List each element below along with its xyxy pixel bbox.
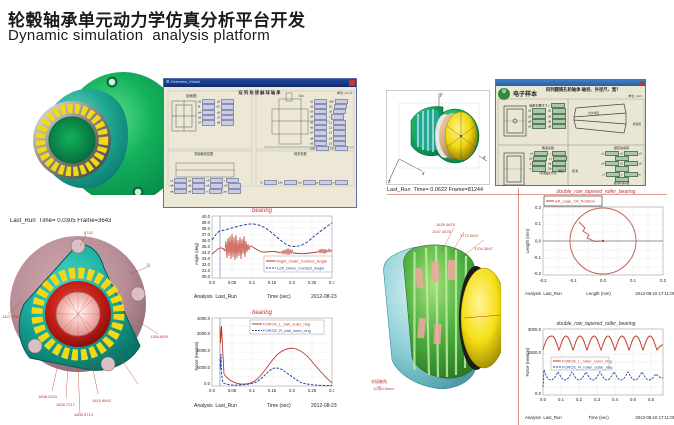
svg-text:Length (mm): Length (mm) (525, 228, 530, 253)
svg-text:-0.2: -0.2 (539, 278, 547, 283)
svg-text:32.0: 32.0 (202, 262, 211, 267)
svg-text:0.2: 0.2 (660, 278, 667, 283)
svg-text:FORCE_R_roller_outer_ring: FORCE_R_roller_outer_ring (562, 365, 612, 370)
svg-text:38.0: 38.0 (202, 226, 211, 231)
svg-text:Da: Da (299, 94, 304, 98)
svg-text:33.0: 33.0 (202, 256, 211, 261)
svg-text:0.2: 0.2 (576, 397, 583, 402)
svg-text:Force (newton): Force (newton) (194, 341, 199, 370)
svg-text:1808.5713: 1808.5713 (74, 412, 94, 416)
svg-text:36.0: 36.0 (202, 238, 211, 243)
svg-text:0.25: 0.25 (308, 388, 317, 393)
svg-text:4000.0: 4000.0 (197, 316, 211, 321)
svg-text:0.15: 0.15 (268, 280, 277, 285)
svg-text:31.0: 31.0 (202, 268, 211, 273)
svg-text:34.0: 34.0 (202, 250, 211, 255)
svg-text:0.3: 0.3 (594, 397, 601, 402)
svg-text:-0.1: -0.1 (534, 255, 542, 260)
svg-text:-0.1: -0.1 (569, 278, 577, 283)
svg-text:0.1: 0.1 (558, 397, 565, 402)
svg-text:1047.4878: 1047.4878 (432, 229, 452, 234)
svg-text:0.05: 0.05 (228, 388, 237, 393)
svg-text:0.0: 0.0 (600, 278, 607, 283)
svg-text:1825.4878: 1825.4878 (436, 222, 456, 227)
svg-text:0.5: 0.5 (630, 397, 637, 402)
svg-text:0.3: 0.3 (329, 388, 334, 393)
svg-text:1815.9843: 1815.9843 (92, 398, 112, 403)
svg-text:z: z (387, 179, 391, 185)
svg-text:Angle (deg): Angle (deg) (194, 242, 199, 265)
svg-text:Right_Outer_Contact_Angle: Right_Outer_Contact_Angle (277, 259, 328, 264)
svg-text:40.0: 40.0 (202, 214, 211, 219)
svg-text:12等4.0mm: 12等4.0mm (373, 385, 394, 391)
svg-text:0.4: 0.4 (612, 397, 619, 402)
svg-text:0.1: 0.1 (535, 221, 542, 226)
svg-text:35.0: 35.0 (202, 244, 211, 249)
svg-text:0.0: 0.0 (540, 397, 547, 402)
svg-text:x: x (482, 155, 486, 161)
svg-text:剖面图: 剖面图 (186, 93, 197, 98)
svg-text:1704.3647: 1704.3647 (474, 246, 494, 251)
svg-text:0.3: 0.3 (329, 280, 334, 285)
svg-text:1384.8099: 1384.8099 (150, 334, 168, 339)
svg-text:0.0: 0.0 (535, 239, 542, 244)
svg-text:0.1: 0.1 (249, 280, 256, 285)
svg-text:相关系数: 相关系数 (294, 151, 308, 156)
svg-text:3000.0: 3000.0 (197, 331, 211, 336)
svg-text:0.2: 0.2 (535, 205, 542, 210)
svg-text:FORCE_R_ball_outer_ring: FORCE_R_ball_outer_ring (263, 328, 311, 333)
svg-text:0.1: 0.1 (630, 278, 637, 283)
svg-text:12: 12 (146, 262, 151, 267)
svg-text:37.0: 37.0 (202, 232, 211, 237)
svg-text:0.25: 0.25 (308, 280, 317, 285)
svg-text:非接触电控图: 非接触电控图 (194, 151, 213, 156)
svg-text:0.5: 0.5 (648, 397, 655, 402)
svg-text:0.0: 0.0 (204, 381, 211, 386)
svg-text:30.0: 30.0 (202, 274, 211, 279)
svg-text:3000.0: 3000.0 (528, 327, 542, 332)
svg-text:0.0: 0.0 (535, 391, 542, 396)
svg-text:1898.2294: 1898.2294 (38, 394, 58, 399)
svg-text:FORCE_L_roller_outer_ring: FORCE_L_roller_outer_ring (562, 359, 612, 364)
svg-text:-0.2: -0.2 (534, 271, 542, 276)
svg-text:left_cage_Oil_Position: left_cage_Oil_Position (555, 199, 595, 204)
svg-text:0.2: 0.2 (289, 388, 296, 393)
svg-text:0.15: 0.15 (268, 388, 277, 393)
svg-text:6742: 6742 (84, 230, 94, 235)
svg-text:0.2: 0.2 (289, 280, 296, 285)
svg-text:Left_Outer_Contact_Angle: Left_Outer_Contact_Angle (277, 266, 325, 271)
svg-text:FORCE_L_ball_outer_ring: FORCE_L_ball_outer_ring (263, 322, 310, 327)
svg-text:1427.7369: 1427.7369 (2, 314, 22, 319)
svg-text:x: x (421, 171, 425, 177)
svg-text:Force (newton): Force (newton) (525, 347, 530, 376)
svg-text:0.0: 0.0 (209, 388, 216, 393)
svg-text:y: y (439, 92, 443, 98)
svg-text:非接触角: 非接触角 (371, 378, 387, 384)
svg-text:0.05: 0.05 (228, 280, 237, 285)
svg-text:39.0: 39.0 (202, 220, 211, 225)
svg-text:1772.0847: 1772.0847 (460, 233, 480, 238)
svg-text:0.0: 0.0 (209, 280, 216, 285)
svg-text:1808.7217: 1808.7217 (56, 402, 76, 407)
svg-text:0.1: 0.1 (249, 388, 256, 393)
